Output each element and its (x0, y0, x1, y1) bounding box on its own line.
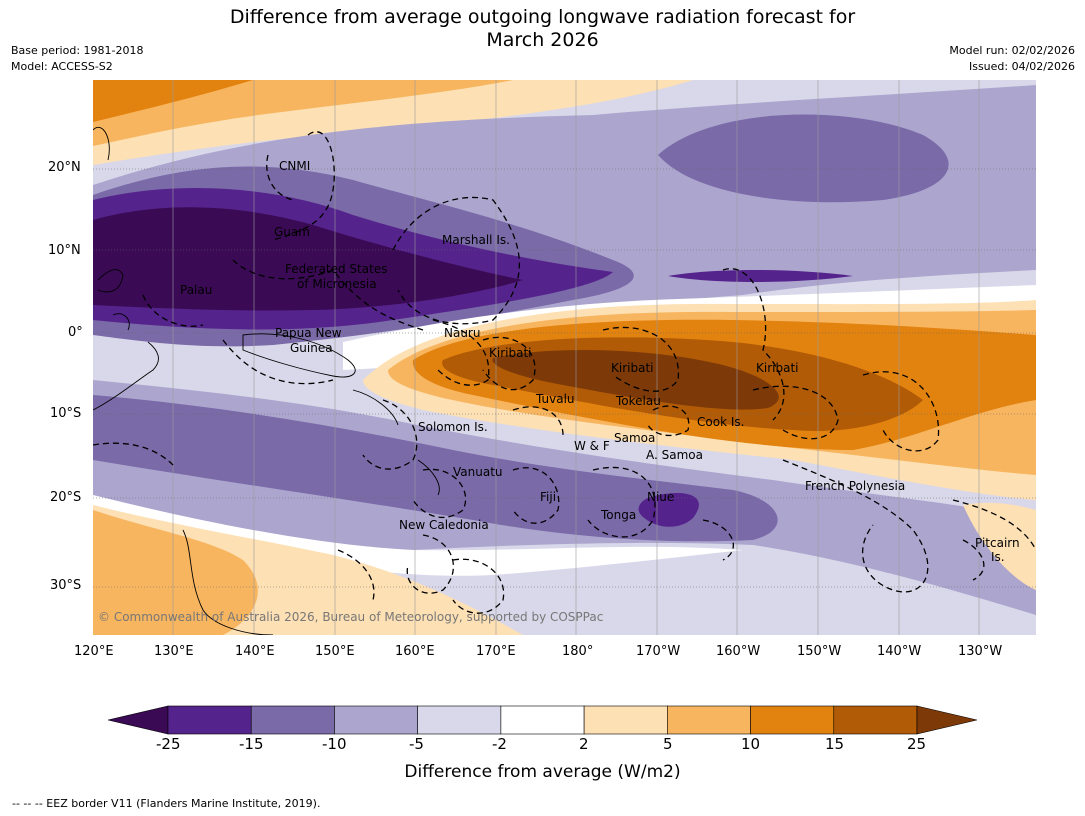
title-line-1: Difference from average outgoing longwav… (229, 6, 856, 28)
lon-label: 180° (562, 644, 594, 659)
lat-label: 20°S (50, 490, 82, 505)
label-wf: W & F (574, 439, 610, 453)
colorbar-segment (750, 705, 835, 735)
colorbar-tick: -25 (156, 735, 181, 753)
label-samoa: Samoa (614, 431, 655, 445)
title-line-2: March 2026 (486, 29, 599, 51)
lon-label: 150°E (315, 644, 355, 659)
colorbar-extend-high (916, 705, 978, 735)
east-dark-streak (668, 270, 853, 282)
label-kiribati-west: Kiribati (489, 346, 531, 360)
issued-date: Issued: 04/02/2026 (968, 60, 1075, 73)
north-purple-darkest (93, 207, 523, 311)
label-cnmi: CNMI (279, 159, 310, 173)
label-fsm-2: of Micronesia (297, 277, 377, 291)
southeast-orange (963, 502, 1036, 590)
label-vanuatu: Vanuatu (453, 465, 503, 479)
colorbar-tick: -5 (409, 735, 424, 753)
colorbar-tick: 25 (907, 735, 927, 753)
north-orange-core (93, 80, 513, 146)
south-orange-core (93, 510, 258, 635)
colorbar-tick: -2 (492, 735, 507, 753)
label-kiribati-central: Kiribati (611, 361, 653, 375)
meridian-lines (172, 80, 980, 635)
left-meta: Base period: 1981-2018 Model: ACCESS-S2 (11, 43, 143, 75)
label-png-1: Papua New (275, 326, 342, 340)
colorbar-tick: -10 (322, 735, 347, 753)
colorbar-segment (334, 705, 418, 735)
coastlines (93, 127, 440, 635)
base-period: Base period: 1981-2018 (11, 44, 144, 57)
lon-label: 160°W (716, 644, 761, 659)
chart-title: Difference from average outgoing longwav… (0, 6, 1085, 52)
label-new-caledonia: New Caledonia (399, 518, 489, 532)
colorbar-tick: 5 (663, 735, 673, 753)
label-tonga: Tonga (600, 508, 636, 522)
lat-label: 10°N (48, 243, 81, 258)
label-fsm-1: Federated States (285, 262, 387, 276)
colorbar-segment (500, 705, 585, 735)
south-purple-mid (93, 395, 778, 542)
right-meta: Model run: 02/02/2026 Issued: 04/02/2026 (949, 43, 1075, 75)
region-labels: CNMI Guam Marshall Is. Federated States … (180, 159, 1020, 564)
south-purple-dark-blob (638, 492, 699, 527)
label-pitcairn-1: Pitcairn (975, 536, 1020, 550)
label-marshall: Marshall Is. (442, 233, 510, 247)
colorbar-label: Difference from average (W/m2) (404, 762, 681, 782)
label-guam: Guam (274, 225, 310, 239)
equatorial-orange-max (492, 349, 779, 410)
lat-label: 10°S (50, 406, 82, 421)
label-tuvalu: Tuvalu (535, 392, 575, 406)
colorbar-tick: 10 (741, 735, 761, 753)
lon-label: 170°E (476, 644, 516, 659)
colorbar (107, 705, 978, 735)
colorbar-extend-low (107, 705, 169, 735)
label-fiji: Fiji (540, 490, 556, 504)
colorbar-segment (583, 705, 668, 735)
colorbar-segment (250, 705, 335, 735)
east-purple-blob (658, 114, 949, 203)
label-palau: Palau (180, 283, 212, 297)
model-name: Model: ACCESS-S2 (11, 60, 113, 73)
colorbar-segment (167, 705, 252, 735)
parallel-lines (93, 168, 1036, 588)
label-solomon: Solomon Is. (418, 420, 488, 434)
label-asamoa: A. Samoa (646, 448, 703, 462)
lat-label: 30°S (50, 578, 82, 593)
lon-label: 120°E (74, 644, 114, 659)
lat-label: 0° (68, 325, 83, 340)
lon-label: 140°W (877, 644, 922, 659)
forecast-map: © Commonwealth of Australia 2026, Bureau… (93, 80, 1036, 635)
lon-label: 130°E (154, 644, 194, 659)
lon-label: 160°E (395, 644, 435, 659)
colorbar-segment (833, 705, 918, 735)
eez-borders (93, 131, 1036, 614)
label-png-2: Guinea (290, 341, 333, 355)
lon-label: 150°W (797, 644, 842, 659)
lat-label: 20°N (48, 160, 81, 175)
lon-label: 140°E (235, 644, 275, 659)
colorbar-tick: 15 (825, 735, 845, 753)
copyright-notice: © Commonwealth of Australia 2026, Bureau… (98, 610, 603, 624)
label-kiribati-east: Kiribati (756, 361, 798, 375)
colorbar-tick: 2 (579, 735, 589, 753)
label-tokelau: Tokelau (615, 394, 661, 408)
label-french-polynesia: French Polynesia (805, 479, 905, 493)
colorbar-tick: -15 (239, 735, 264, 753)
lon-label: 170°W (636, 644, 681, 659)
colorbar-segment (667, 705, 751, 735)
label-cook: Cook Is. (697, 415, 744, 429)
model-run: Model run: 02/02/2026 (949, 44, 1075, 57)
label-niue: Niue (647, 490, 674, 504)
eez-footnote: -- -- -- EEZ border V11 (Flanders Marine… (12, 797, 321, 810)
lon-label: 130°W (958, 644, 1003, 659)
label-nauru: Nauru (444, 326, 480, 340)
south-neutral (93, 495, 743, 576)
label-pitcairn-2: Is. (991, 550, 1005, 564)
colorbar-segment (417, 705, 502, 735)
